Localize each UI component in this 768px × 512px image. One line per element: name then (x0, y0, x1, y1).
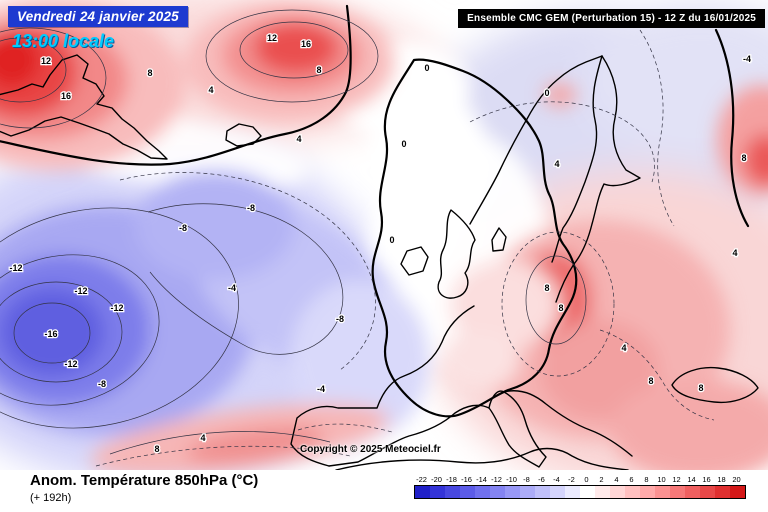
contour-label: -4 (743, 54, 751, 64)
legend-swatch (730, 486, 745, 498)
contour-label: 8 (558, 303, 563, 313)
legend-swatch (460, 486, 475, 498)
legend-tick: -12 (491, 475, 502, 484)
legend-tick: -6 (538, 475, 545, 484)
contour-label: 4 (296, 134, 301, 144)
legend-swatch (610, 486, 625, 498)
legend-swatch (685, 486, 700, 498)
local-time-label: 13:00 locale (12, 31, 115, 51)
legend-tick: 10 (657, 475, 666, 484)
contour-label: -8 (336, 314, 344, 324)
legend-swatch (550, 486, 565, 498)
contour-label: -12 (9, 263, 22, 273)
contour-label: -12 (64, 359, 77, 369)
legend-swatch (595, 486, 610, 498)
legend-swatch (430, 486, 445, 498)
legend-swatch (565, 486, 580, 498)
contour-label: 8 (544, 283, 549, 293)
legend-swatch (445, 486, 460, 498)
legend-swatch (640, 486, 655, 498)
map-title: Anom. Température 850hPa (°C) (30, 472, 259, 489)
contour-label: 4 (554, 159, 559, 169)
contour-label: 16 (301, 39, 311, 49)
contour-label: -4 (317, 384, 325, 394)
thin-contours (0, 9, 715, 467)
map-area: 12 16 8 4 12 16 8 4 0 0 -8 -8 -4 -12 -12 -12 -16 -12 -8 -8 -… (0, 0, 768, 470)
legend-swatch (490, 486, 505, 498)
legend-tick: 14 (687, 475, 696, 484)
contour-label: -12 (74, 286, 87, 296)
legend-tick: -20 (431, 475, 442, 484)
contour-label: 0 (401, 139, 406, 149)
legend-tick: 0 (584, 475, 589, 484)
contour-label: 4 (208, 85, 213, 95)
contour-label: 12 (267, 33, 277, 43)
legend-swatch (700, 486, 715, 498)
legend-tick: -18 (446, 475, 457, 484)
contour-label: 8 (147, 68, 152, 78)
legend-swatch (715, 486, 730, 498)
contour-labels: 12 16 8 4 12 16 8 4 0 0 -8 -8 -4 -12 -12 -12 -16 -12 -8 -8 -… (8, 32, 752, 456)
legend-tick: -4 (553, 475, 560, 484)
contour-label: 0 (424, 63, 429, 73)
legend-swatch (535, 486, 550, 498)
legend-swatch (520, 486, 535, 498)
contour-label: 0 (389, 235, 394, 245)
legend-swatch (475, 486, 490, 498)
legend-tick: 20 (732, 475, 741, 484)
legend-swatch (625, 486, 640, 498)
legend-tick: 4 (614, 475, 619, 484)
contour-label: -8 (179, 223, 187, 233)
copyright-text: Copyright © 2025 Meteociel.fr (300, 444, 441, 455)
legend-tick: -8 (523, 475, 530, 484)
legend-tick: 2 (599, 475, 604, 484)
model-run-bar: Ensemble CMC GEM (Perturbation 15) - 12 … (458, 9, 765, 28)
legend-swatch (415, 486, 430, 498)
legend-tick: -2 (568, 475, 575, 484)
contour-label: 8 (154, 444, 159, 454)
contour-label: -12 (110, 303, 123, 313)
legend-tick: -22 (416, 475, 427, 484)
legend-swatch (505, 486, 520, 498)
contour-label: 12 (41, 56, 51, 66)
contour-label: 4 (200, 433, 205, 443)
contour-label: -8 (247, 203, 255, 213)
contour-label: 0 (544, 88, 549, 98)
legend-tick: -16 (461, 475, 472, 484)
legend-swatch (655, 486, 670, 498)
legend-tick: 12 (672, 475, 681, 484)
legend-tick: 6 (629, 475, 634, 484)
contour-label: 4 (621, 343, 626, 353)
legend-tick: 16 (702, 475, 711, 484)
contour-label: 8 (698, 383, 703, 393)
legend-tick: 18 (717, 475, 726, 484)
contour-label: 4 (732, 248, 737, 258)
contour-label: -4 (228, 283, 236, 293)
forecast-hour-label: (+ 192h) (30, 492, 72, 504)
contour-label: 16 (61, 91, 71, 101)
anomaly-map: 12 16 8 4 12 16 8 4 0 0 -8 -8 -4 -12 -12 -12 -16 -12 -8 -8 -… (0, 0, 768, 470)
color-scale-legend: -22 -20 -18 -16 -14 -12 -10 -8 -6 -4 -2 0 2 4 6 8 10 12 14… (414, 475, 746, 499)
legend-tick: 8 (644, 475, 649, 484)
legend-tick-labels: -22 -20 -18 -16 -14 -12 -10 -8 -6 -4 -2 0 2 4 6 8 10 12 14… (414, 475, 746, 485)
legend-tick: -10 (506, 475, 517, 484)
contour-label: 8 (648, 376, 653, 386)
legend-swatch (670, 486, 685, 498)
zero-anomaly-contours (0, 4, 750, 418)
legend-swatch (580, 486, 595, 498)
date-box: Vendredi 24 janvier 2025 (8, 6, 188, 27)
contour-label: -8 (98, 379, 106, 389)
legend-tick: -14 (476, 475, 487, 484)
legend-color-bar (414, 485, 746, 499)
contour-label: 8 (316, 65, 321, 75)
contour-label: -16 (44, 329, 57, 339)
contour-label: 8 (741, 153, 746, 163)
